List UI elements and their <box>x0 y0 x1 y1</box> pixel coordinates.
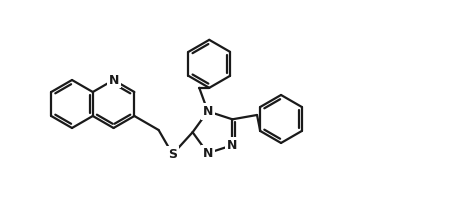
Text: S: S <box>168 148 177 161</box>
Text: N: N <box>202 147 213 160</box>
Text: N: N <box>227 139 238 152</box>
Text: N: N <box>202 105 213 118</box>
Text: N: N <box>108 74 119 86</box>
